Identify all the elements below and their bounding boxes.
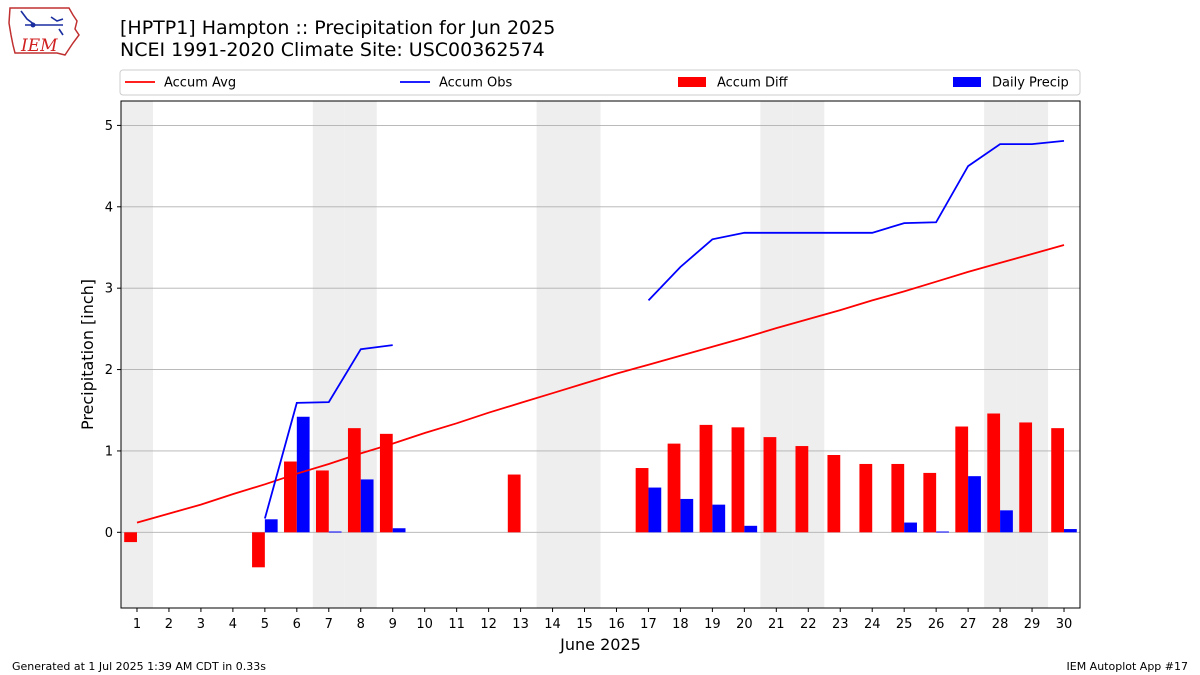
accum-diff-bar [763, 437, 777, 533]
daily-precip-bar [328, 531, 342, 533]
x-tick-label: 19 [704, 617, 721, 632]
daily-precip-bar [936, 531, 949, 533]
accum-diff-bar [699, 424, 713, 533]
daily-precip-bar [648, 487, 662, 533]
accum-diff-bar [315, 470, 329, 533]
daily-precip-bar [712, 504, 726, 533]
x-tick-label: 30 [1056, 617, 1073, 632]
x-tick-label: 17 [640, 617, 657, 632]
weather-station-icon [20, 10, 64, 36]
daily-precip-bar [744, 525, 758, 533]
y-tick-label: 3 [105, 282, 113, 297]
y-tick-label: 2 [105, 363, 113, 378]
legend-label: Accum Obs [439, 76, 512, 91]
y-tick-label: 5 [105, 119, 113, 134]
y-axis-label: Precipitation [inch] [78, 279, 97, 430]
x-tick-label: 13 [512, 617, 529, 632]
x-tick-label: 18 [672, 617, 689, 632]
generated-footer: Generated at 1 Jul 2025 1:39 AM CDT in 0… [12, 660, 266, 673]
x-tick-label: 15 [576, 617, 593, 632]
accum-diff-bar [667, 443, 681, 533]
weekend-shade [121, 101, 153, 608]
accum-diff-bar [891, 463, 905, 533]
daily-precip-bar [968, 476, 981, 533]
x-tick-label: 2 [165, 617, 173, 632]
y-tick-label: 0 [105, 526, 113, 541]
daily-precip-bar [904, 522, 917, 533]
accum-diff-bar [507, 474, 521, 533]
daily-precip-bar [360, 479, 374, 533]
accum-diff-bar [955, 426, 969, 533]
legend-label: Daily Precip [992, 76, 1069, 91]
weekend-shade [568, 101, 601, 608]
accum-obs-line [264, 344, 393, 519]
x-tick-label: 25 [896, 617, 913, 632]
accum-diff-bar [923, 472, 937, 533]
daily-precip-bar [296, 416, 310, 533]
x-tick-label: 22 [800, 617, 817, 632]
x-tick-label: 6 [293, 617, 301, 632]
iem-logo-text: IEM [20, 36, 58, 56]
x-tick-label: 24 [864, 617, 881, 632]
accum-obs-line [647, 140, 1065, 302]
x-tick-label: 4 [229, 617, 237, 632]
y-tick-label: 1 [105, 444, 113, 459]
legend-bar-swatch [953, 77, 981, 87]
x-tick-label: 20 [736, 617, 753, 632]
x-tick-label: 9 [389, 617, 397, 632]
x-tick-label: 28 [992, 617, 1009, 632]
y-tick-label: 4 [105, 200, 113, 215]
x-tick-label: 26 [928, 617, 945, 632]
daily-precip-bar [680, 498, 694, 533]
x-tick-label: 21 [768, 617, 785, 632]
x-tick-label: 10 [416, 617, 433, 632]
x-tick-label: 14 [544, 617, 561, 632]
x-tick-label: 29 [1024, 617, 1041, 632]
accum-diff-bar [1019, 422, 1033, 533]
daily-precip-bar [392, 528, 406, 533]
x-tick-label: 3 [197, 617, 205, 632]
accum-diff-bar [859, 463, 873, 533]
accum-diff-bar [987, 413, 1001, 533]
chart-title: [HPTP1] Hampton :: Precipitation for Jun… [120, 17, 556, 39]
x-tick-label: 5 [261, 617, 269, 632]
accum-diff-bar [347, 428, 361, 533]
accum-diff-bar [124, 532, 137, 543]
daily-precip-bar [1000, 510, 1013, 533]
chart-subtitle: NCEI 1991-2020 Climate Site: USC00362574 [120, 39, 545, 61]
x-tick-label: 27 [960, 617, 977, 632]
legend-label: Accum Avg [164, 76, 236, 91]
daily-precip-bar [264, 519, 278, 533]
app-footer: IEM Autoplot App #17 [1066, 660, 1189, 673]
legend-box [119, 69, 1081, 96]
accum-diff-bar [284, 461, 297, 533]
x-tick-label: 8 [357, 617, 365, 632]
x-axis-label: June 2025 [559, 635, 641, 654]
iem-logo: IEM [8, 7, 80, 56]
x-tick-label: 12 [480, 617, 497, 632]
x-tick-label: 23 [832, 617, 849, 632]
legend-label: Accum Diff [717, 76, 789, 91]
accum-diff-bar [379, 433, 393, 533]
plot-frame [120, 100, 1081, 609]
x-tick-label: 7 [325, 617, 333, 632]
accum-avg-line [136, 244, 1065, 524]
accum-diff-bar [827, 455, 841, 533]
x-tick-label: 16 [608, 617, 625, 632]
accum-diff-bar [635, 468, 649, 533]
x-tick-label: 1 [133, 617, 141, 632]
accum-diff-bar [252, 532, 265, 568]
accum-diff-bar [1051, 428, 1065, 533]
accum-diff-bar [795, 446, 809, 533]
x-tick-label: 11 [448, 617, 465, 632]
accum-diff-bar [731, 427, 745, 533]
daily-precip-bar [1064, 529, 1077, 533]
legend-bar-swatch [678, 77, 706, 87]
weekend-shade [536, 101, 569, 608]
